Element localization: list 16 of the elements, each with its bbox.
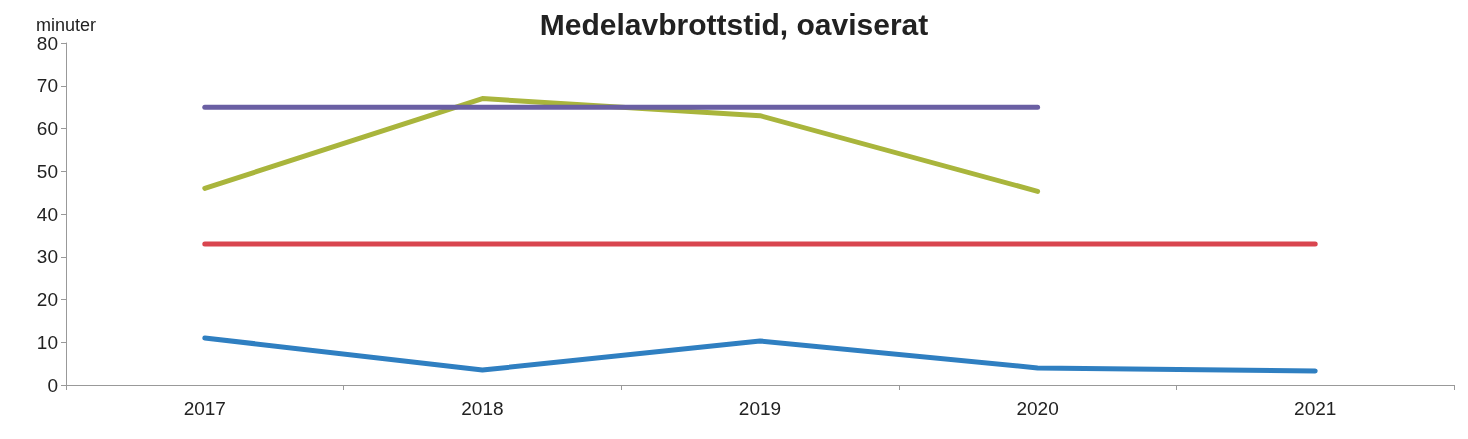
y-tick-label: 40 [36,203,58,225]
y-tick-label: 80 [36,32,58,54]
chart-title: Medelavbrottstid, oaviserat [539,7,929,41]
y-tick-label: 0 [47,374,58,396]
x-tick-label: 2018 [461,398,504,419]
y-tick-label: 30 [36,246,58,268]
y-tick-label: 20 [36,289,58,310]
y-axis-title: minuter [35,14,97,35]
y-tick-label: 10 [36,331,58,353]
x-tick-label: 2019 [738,398,782,419]
y-tick-label: 60 [36,118,58,139]
y-tick-label: 50 [36,160,58,182]
x-tick-label: 2021 [1294,398,1337,419]
x-tick-label: 2017 [183,398,226,419]
y-tick-label: 70 [36,75,58,97]
x-tick-label: 2020 [1016,398,1059,419]
